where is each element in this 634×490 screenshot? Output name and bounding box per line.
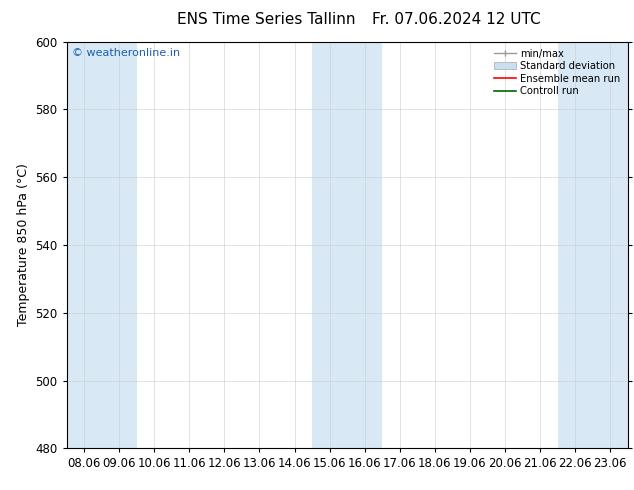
Bar <box>67 42 137 448</box>
Y-axis label: Temperature 850 hPa (°C): Temperature 850 hPa (°C) <box>16 164 30 326</box>
Legend: min/max, Standard deviation, Ensemble mean run, Controll run: min/max, Standard deviation, Ensemble me… <box>493 47 623 98</box>
Text: Fr. 07.06.2024 12 UTC: Fr. 07.06.2024 12 UTC <box>372 12 541 27</box>
Bar <box>557 42 628 448</box>
Text: ENS Time Series Tallinn: ENS Time Series Tallinn <box>177 12 356 27</box>
Bar <box>312 42 382 448</box>
Text: © weatheronline.in: © weatheronline.in <box>72 48 180 58</box>
